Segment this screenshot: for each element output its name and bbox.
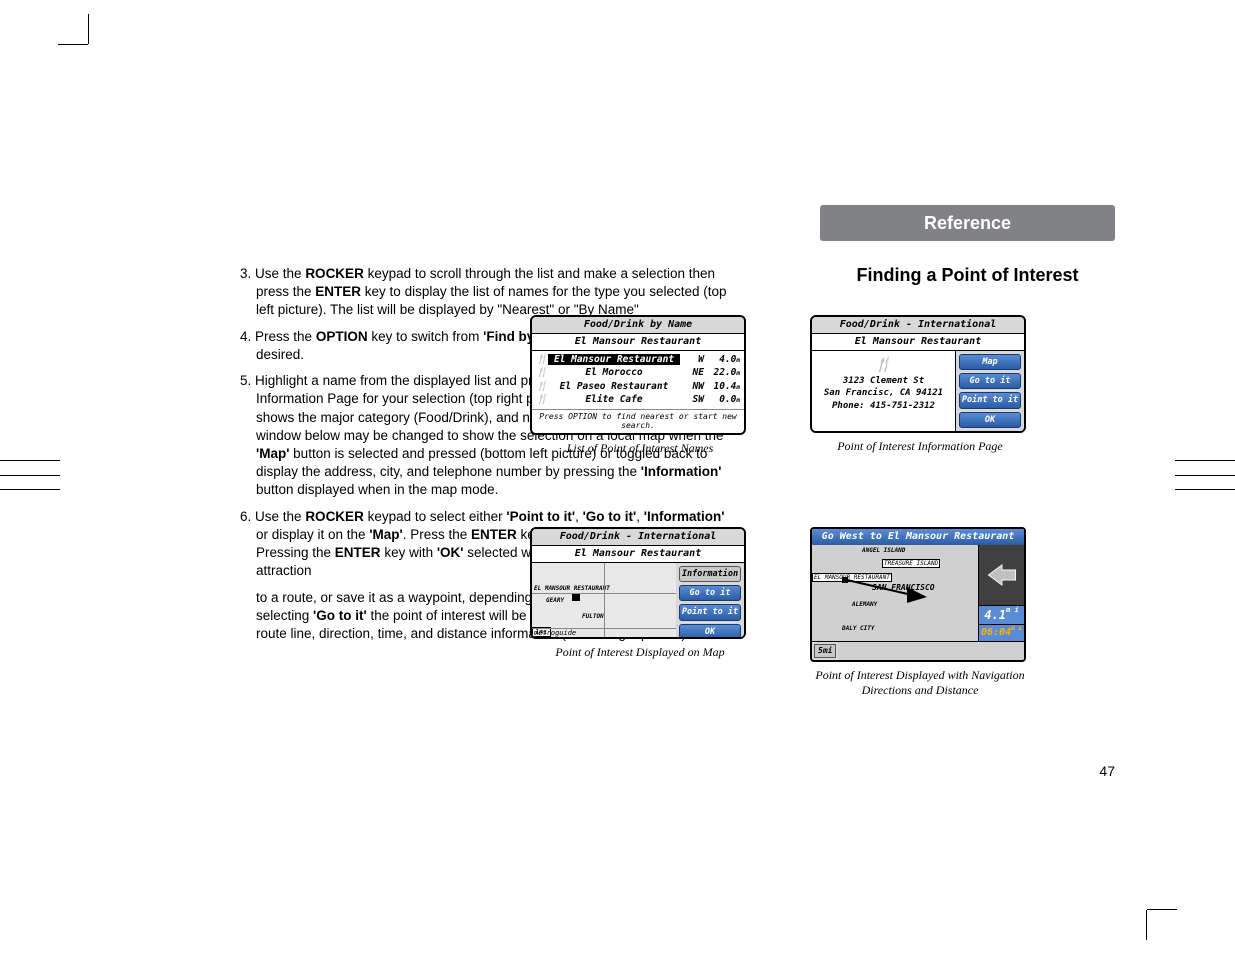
list-item: 🍴Elite CafeSW0.0m xyxy=(532,393,744,406)
section-title: Finding a Point of Interest xyxy=(820,265,1115,286)
fig1-title: Food/Drink by Name xyxy=(532,317,744,334)
fig4-side: 4.1m i 06:04m s xyxy=(978,545,1024,641)
fig1-caption: List of Point of Interest Names xyxy=(530,441,750,456)
fig1-hint: Press OPTION to find nearest or start ne… xyxy=(532,409,744,433)
fig2-info-text: 🍴 3123 Clement St San Francisc, CA 94121… xyxy=(812,351,956,431)
figure-poi-list: Food/Drink by Name El Mansour Restaurant… xyxy=(530,315,750,456)
step-3: 3. Use the ROCKER keypad to scroll throu… xyxy=(240,265,740,320)
page-number: 47 xyxy=(1099,763,1115,779)
gps-button: Information xyxy=(679,566,741,582)
gps-button: Point to it xyxy=(959,392,1021,408)
fig3-map-area: EL MANSOUR RESTAURANT GEARY FULTON 1mi m… xyxy=(532,563,676,637)
fig4-title: Go West to El Mansour Restaurant xyxy=(812,529,1024,545)
fig4-direction-arrow xyxy=(979,545,1024,605)
fig1-list: 🍴El Mansour RestaurantW4.0m🍴El MoroccoNE… xyxy=(532,351,744,409)
fig3-title: Food/Drink - International xyxy=(532,529,744,546)
fig4-time: 06:04m s xyxy=(979,624,1024,641)
fig4-distance: 4.1m i xyxy=(979,605,1024,624)
fig3-subtitle: El Mansour Restaurant xyxy=(532,546,744,563)
figure-poi-nav: Go West to El Mansour Restaurant ANGEL I… xyxy=(810,527,1030,698)
fig2-subtitle: El Mansour Restaurant xyxy=(812,334,1024,351)
gps-button: OK xyxy=(959,412,1021,428)
fig4-scale: 5mi xyxy=(814,644,836,658)
gps-button: Go to it xyxy=(959,373,1021,389)
fig2-buttons: Map Go to it Point to it OK xyxy=(956,351,1024,431)
header-bar: Reference xyxy=(820,205,1115,241)
list-item: 🍴El Paseo RestaurantNW10.4m xyxy=(532,380,744,393)
figure-poi-map: Food/Drink - International El Mansour Re… xyxy=(530,527,750,660)
gps-button: OK xyxy=(679,624,741,639)
fig1-subtitle: El Mansour Restaurant xyxy=(532,334,744,351)
registration-left xyxy=(0,460,60,490)
fig4-caption: Point of Interest Displayed with Navigat… xyxy=(810,668,1030,698)
list-item: 🍴El MoroccoNE22.0m xyxy=(532,366,744,379)
fig4-map-area: ANGEL ISLAND TREASURE ISLAND EL MANSOUR … xyxy=(812,545,978,641)
gps-button: Point to it xyxy=(679,604,741,620)
fig3-buttons: Information Go to it Point to it OK xyxy=(676,563,744,637)
figure-poi-info: Food/Drink - International El Mansour Re… xyxy=(810,315,1030,454)
fig2-title: Food/Drink - International xyxy=(812,317,1024,334)
gps-button: Map xyxy=(959,354,1021,370)
registration-right xyxy=(1175,460,1235,490)
list-item: 🍴El Mansour RestaurantW4.0m xyxy=(532,353,744,366)
fig3-caption: Point of Interest Displayed on Map xyxy=(530,645,750,660)
gps-button: Go to it xyxy=(679,585,741,601)
fig2-caption: Point of Interest Information Page xyxy=(810,439,1030,454)
